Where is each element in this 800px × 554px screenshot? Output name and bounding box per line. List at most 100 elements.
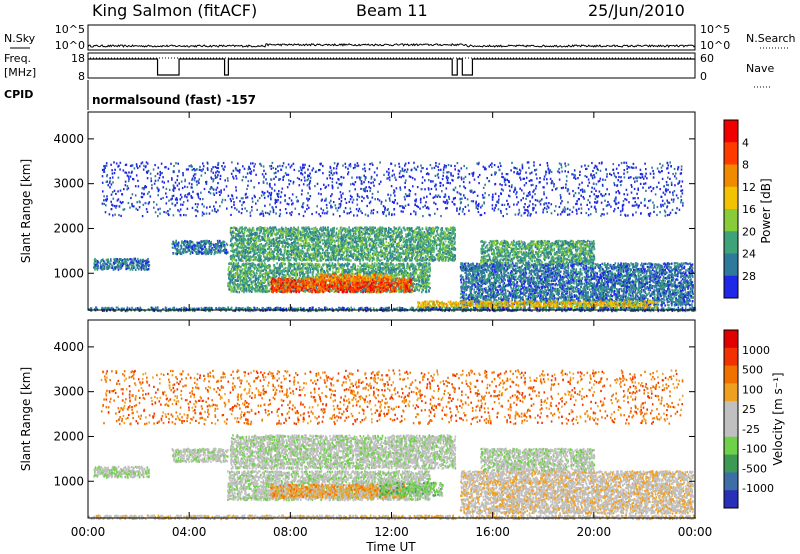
heatmap-cell — [177, 250, 179, 252]
heatmap-cell — [422, 257, 424, 259]
heatmap-cell — [381, 253, 383, 255]
heatmap-cell — [341, 241, 343, 243]
heatmap-cell — [194, 245, 196, 247]
heatmap-cell — [428, 245, 430, 247]
heatmap-cell — [419, 237, 421, 239]
heatmap-cell — [379, 254, 381, 256]
heatmap-cell — [138, 265, 140, 267]
heatmap-cell — [344, 240, 346, 242]
heatmap-cell — [390, 239, 392, 241]
heatmap-cell — [420, 256, 422, 258]
heatmap-cell — [381, 259, 383, 261]
heatmap-cell — [246, 235, 248, 237]
heatmap-cell — [348, 226, 350, 228]
heatmap-cell — [334, 245, 336, 247]
heatmap-cell — [293, 252, 295, 254]
heatmap-cell — [262, 247, 264, 249]
heatmap-cell — [102, 268, 104, 270]
heatmap-cell — [276, 239, 278, 241]
heatmap-cell — [308, 226, 310, 228]
heatmap-cell — [316, 260, 318, 262]
heatmap-cell — [416, 254, 418, 256]
heatmap-cell — [339, 254, 341, 256]
heatmap-cell — [290, 259, 292, 261]
heatmap-cell — [372, 260, 374, 262]
heatmap-cell — [344, 256, 346, 258]
heatmap-cell — [379, 226, 381, 228]
heatmap-cell — [195, 248, 197, 250]
heatmap-cell — [429, 242, 431, 244]
heatmap-cell — [436, 245, 438, 247]
heatmap-cell — [383, 238, 385, 240]
heatmap-cell — [324, 252, 326, 254]
heatmap-cell — [216, 246, 218, 248]
heatmap-cell — [345, 235, 347, 237]
heatmap-cell — [368, 239, 370, 241]
heatmap-cell — [341, 239, 343, 241]
heatmap-cell — [421, 260, 423, 262]
heatmap-cell — [241, 252, 243, 254]
heatmap-cell — [385, 252, 387, 254]
heatmap-cell — [412, 255, 414, 257]
heatmap-cell — [350, 259, 352, 261]
heatmap-cell — [205, 251, 207, 253]
heatmap-cell — [300, 249, 302, 251]
heatmap-cell — [358, 235, 360, 237]
heatmap-cell — [125, 266, 127, 268]
heatmap-cell — [172, 243, 174, 245]
heatmap-cell — [260, 251, 262, 253]
heatmap-cell — [394, 254, 396, 256]
heatmap-cell — [388, 228, 390, 230]
heatmap-cell — [451, 232, 453, 234]
heatmap-cell — [313, 245, 315, 247]
heatmap-cell — [382, 244, 384, 246]
nsky-tick-bottom: 10^0 — [55, 39, 85, 52]
heatmap-cell — [270, 242, 272, 244]
heatmap-cell — [354, 241, 356, 243]
heatmap-cell — [407, 227, 409, 229]
heatmap-cell — [412, 232, 414, 234]
heatmap-cell — [243, 248, 245, 250]
heatmap-cell — [311, 237, 313, 239]
heatmap-cell — [279, 228, 281, 230]
heatmap-cell — [199, 251, 201, 253]
heatmap-cell — [372, 229, 374, 231]
heatmap-cell — [316, 229, 318, 231]
heatmap-cell — [390, 266, 392, 268]
heatmap-cell — [428, 235, 430, 237]
heatmap-cell — [405, 228, 407, 230]
heatmap-cell — [261, 227, 263, 229]
heatmap-cell — [286, 242, 288, 244]
heatmap-cell — [237, 249, 239, 251]
heatmap-cell — [432, 240, 434, 242]
heatmap-cell — [136, 263, 138, 265]
heatmap-cell — [448, 245, 450, 247]
heatmap-cell — [327, 255, 329, 257]
heatmap-cell — [366, 244, 368, 246]
heatmap-cell — [441, 232, 443, 234]
heatmap-cell — [255, 246, 257, 248]
heatmap-cell — [374, 227, 376, 229]
heatmap-cell — [282, 236, 284, 238]
heatmap-cell — [320, 257, 322, 259]
heatmap-cell — [396, 234, 398, 236]
heatmap-cell — [302, 247, 304, 249]
heatmap-cell — [246, 257, 248, 259]
heatmap-cell — [420, 246, 422, 248]
heatmap-cell — [309, 248, 311, 250]
heatmap-cell — [254, 238, 256, 240]
heatmap-cell — [347, 232, 349, 234]
heatmap-cell — [291, 229, 293, 231]
heatmap-cell — [310, 254, 312, 256]
heatmap-cell — [244, 229, 246, 231]
heatmap-cell — [372, 232, 374, 234]
heatmap-cell — [411, 230, 413, 232]
heatmap-cell — [399, 246, 401, 248]
heatmap-cell — [361, 243, 363, 245]
heatmap-cell — [181, 247, 183, 249]
heatmap-cell — [96, 260, 98, 262]
heatmap-cell — [390, 249, 392, 251]
heatmap-cell — [314, 238, 316, 240]
heatmap-cell — [420, 259, 422, 261]
heatmap-cell — [148, 261, 150, 263]
